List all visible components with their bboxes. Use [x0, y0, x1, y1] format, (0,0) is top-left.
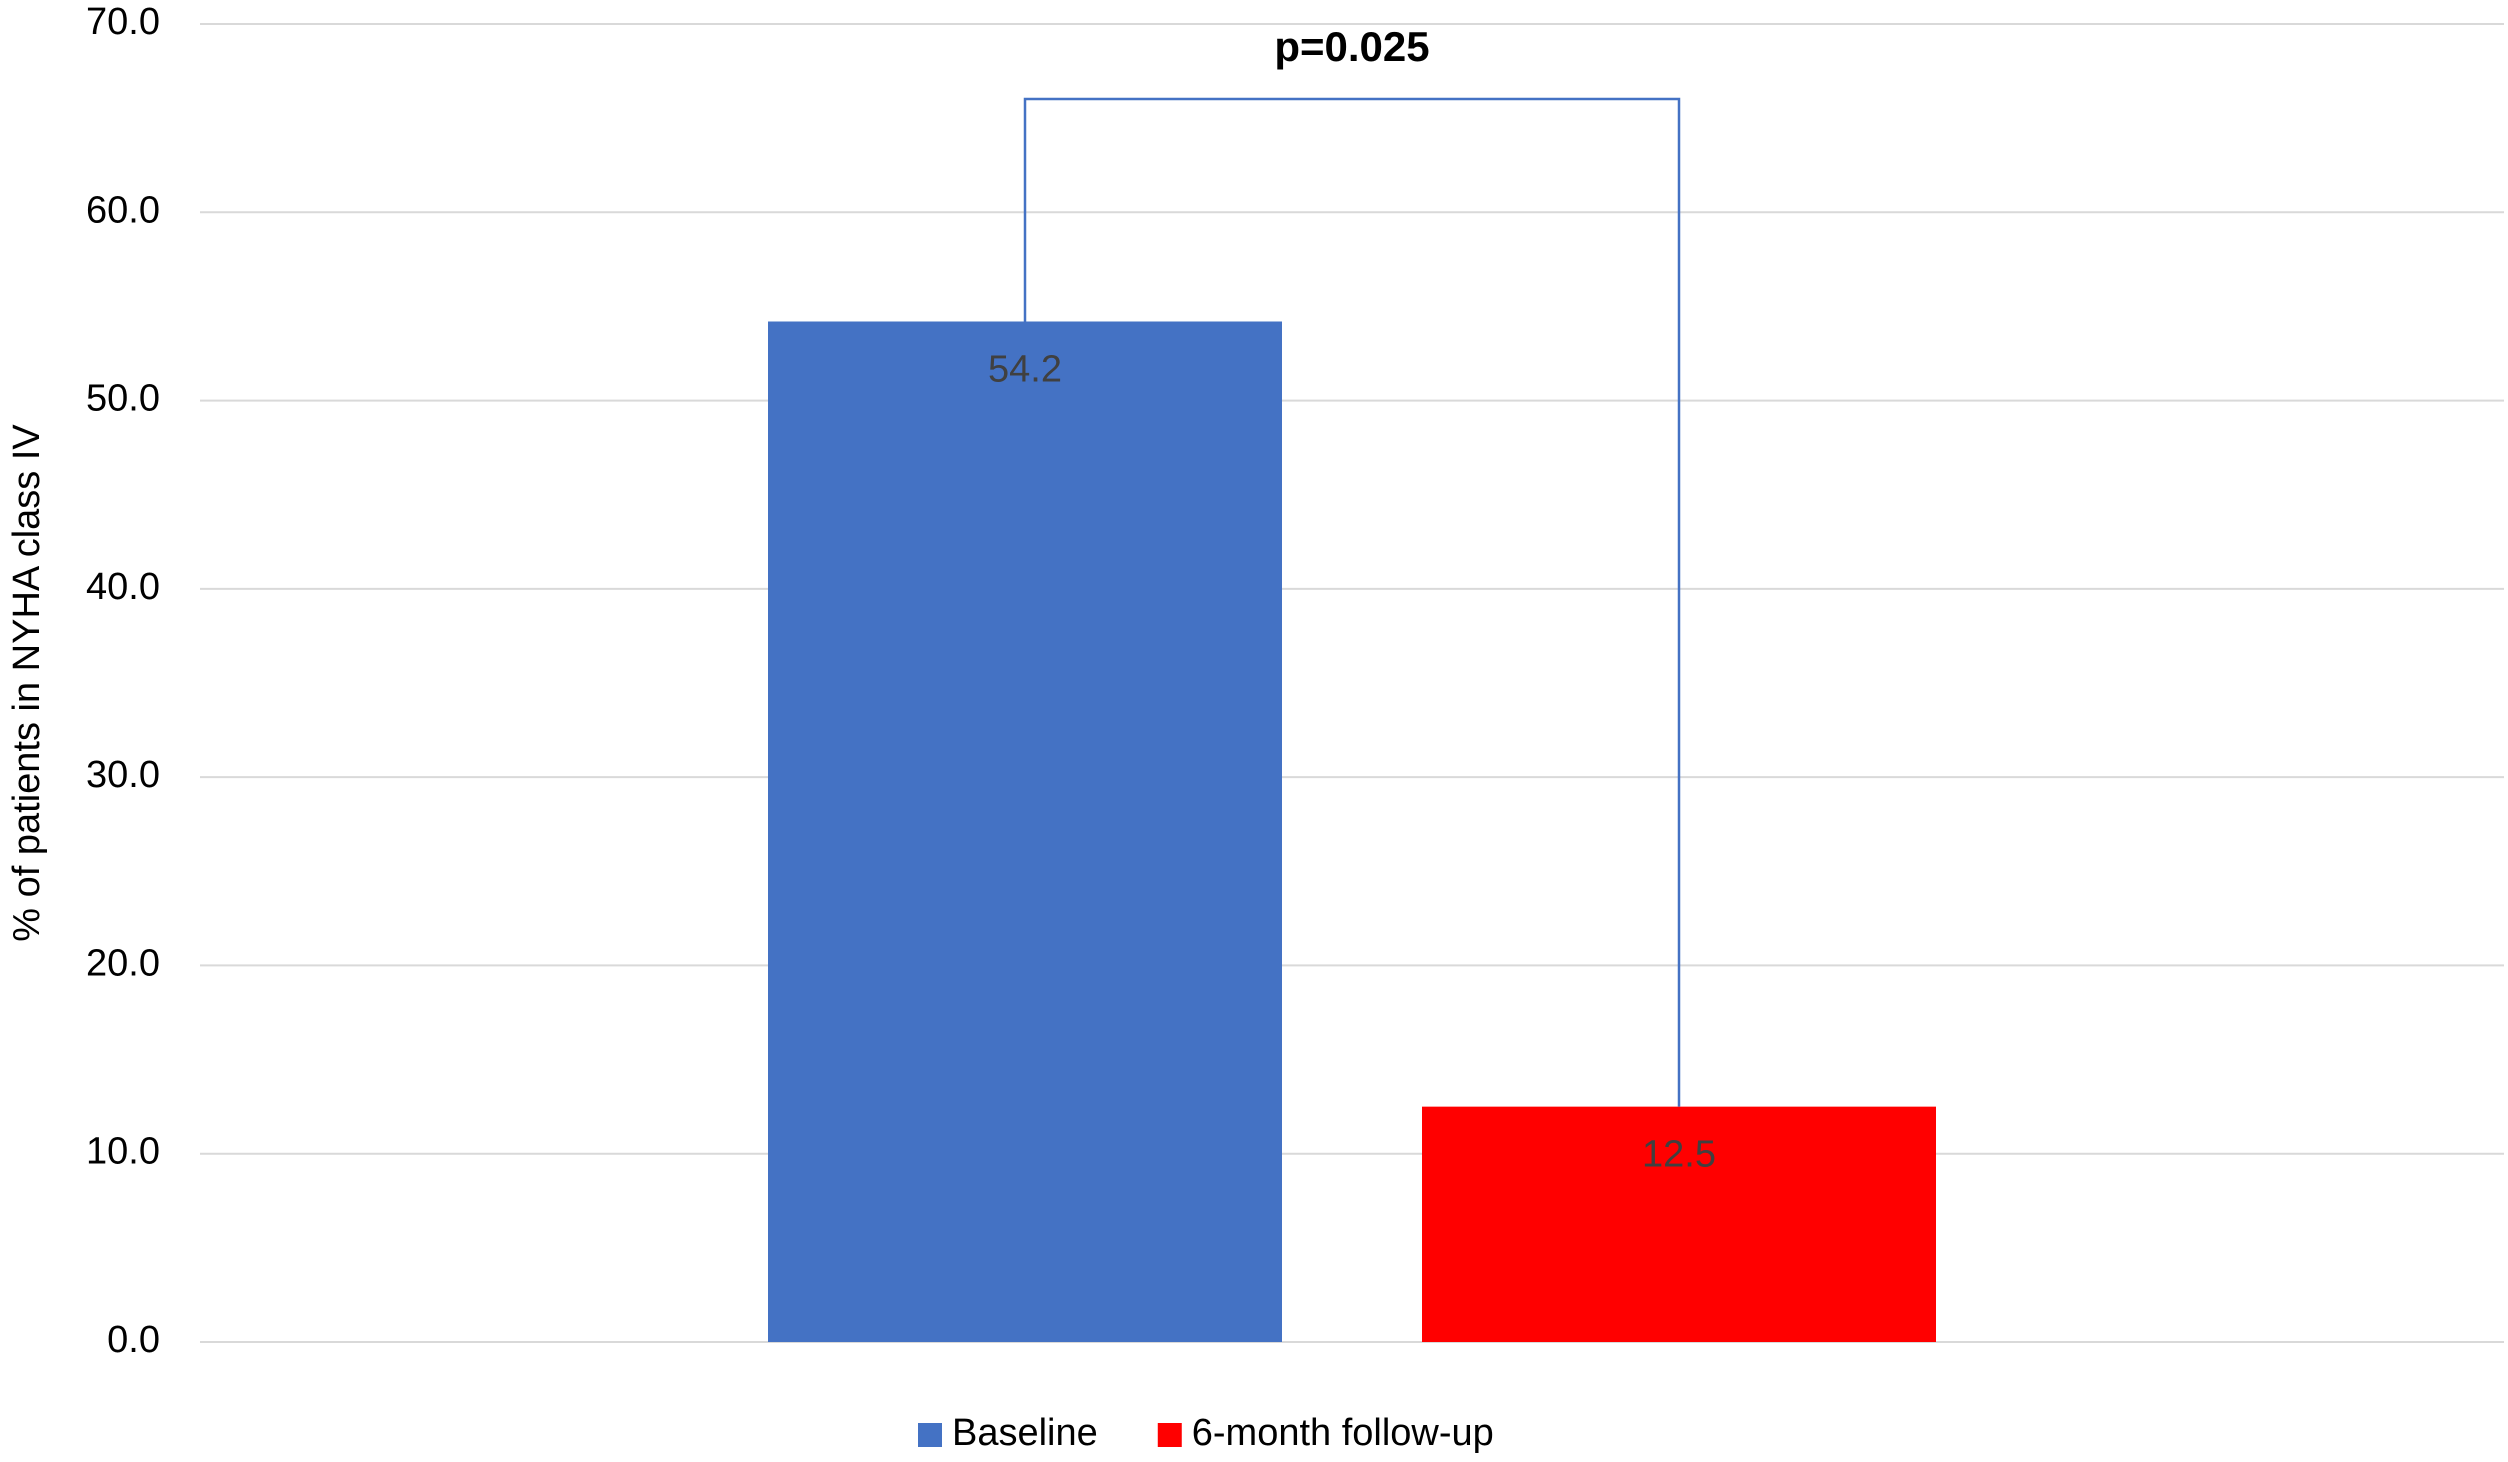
legend-label: 6-month follow-up [1192, 1412, 1494, 1454]
y-tick-label: 40.0 [86, 566, 160, 608]
y-tick-label: 60.0 [86, 189, 160, 231]
legend-label: Baseline [952, 1412, 1098, 1454]
y-tick-label: 20.0 [86, 942, 160, 984]
bar [768, 321, 1282, 1342]
annotation: p=0.025 [1274, 23, 1429, 70]
data-label: 54.2 [988, 349, 1062, 391]
y-tick-label: 0.0 [107, 1319, 160, 1361]
y-tick-label: 30.0 [86, 754, 160, 796]
data-label: 12.5 [1642, 1134, 1716, 1176]
y-tick-label: 70.0 [86, 1, 160, 43]
legend-swatch [918, 1423, 942, 1447]
y-axis-label: % of patients in NYHA class IV [6, 424, 48, 942]
legend-swatch [1157, 1423, 1182, 1447]
significance-bracket [1023, 97, 1681, 1107]
y-tick-label: 50.0 [86, 378, 160, 420]
bar [1422, 1106, 1936, 1342]
y-tick-label: 10.0 [86, 1131, 160, 1173]
